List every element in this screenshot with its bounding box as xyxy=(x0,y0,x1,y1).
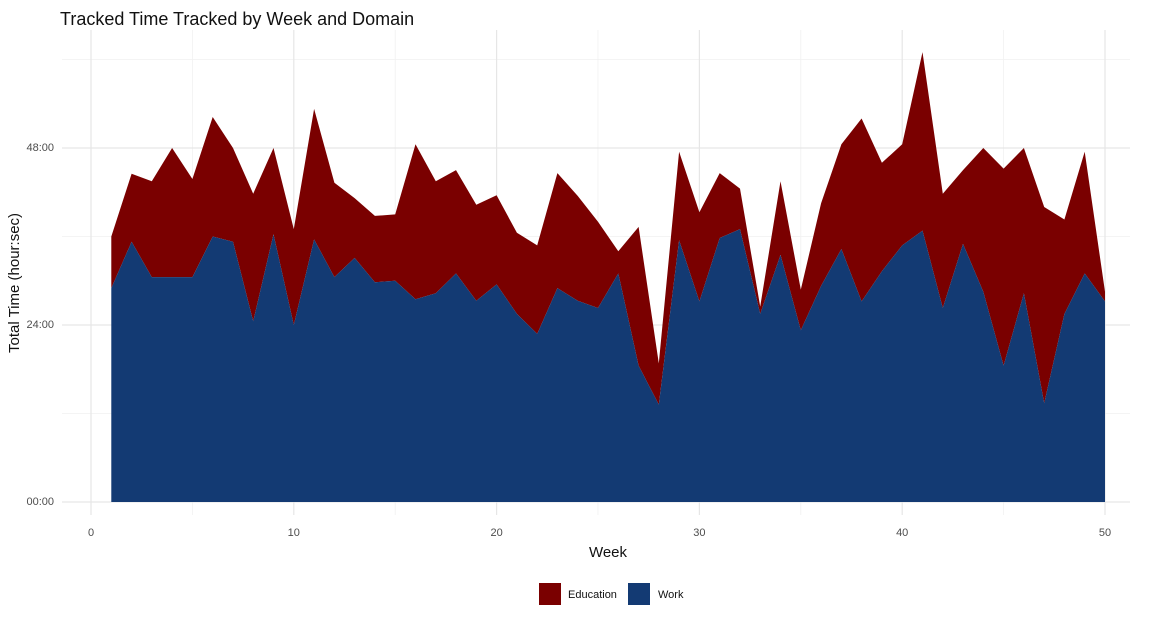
y-tick-label: 24:00 xyxy=(26,319,54,331)
y-tick-label: 48:00 xyxy=(26,142,54,154)
x-tick-label: 50 xyxy=(1099,527,1111,539)
area-education xyxy=(111,52,1106,405)
x-tick-label: 40 xyxy=(896,527,908,539)
chart-title: Tracked Time Tracked by Week and Domain xyxy=(60,9,414,29)
y-tick-label: 00:00 xyxy=(26,496,54,508)
x-tick-label: 0 xyxy=(88,527,94,539)
legend-label-education: Education xyxy=(568,589,617,601)
legend-key-education xyxy=(539,583,561,605)
y-axis-ticks: 00:00 24:00 48:00 xyxy=(26,142,54,508)
legend-key-work xyxy=(628,583,650,605)
legend-label-work: Work xyxy=(658,589,684,601)
plot-areas xyxy=(111,52,1106,502)
x-tick-label: 20 xyxy=(490,527,502,539)
legend: Education Work xyxy=(539,583,684,605)
area-work xyxy=(111,229,1106,502)
x-axis-title: Week xyxy=(589,544,628,561)
x-axis-ticks: 0 10 20 30 40 50 xyxy=(88,527,1111,539)
x-tick-label: 10 xyxy=(288,527,300,539)
y-axis-title: Total Time (hour:sec) xyxy=(6,213,23,353)
x-tick-label: 30 xyxy=(693,527,705,539)
